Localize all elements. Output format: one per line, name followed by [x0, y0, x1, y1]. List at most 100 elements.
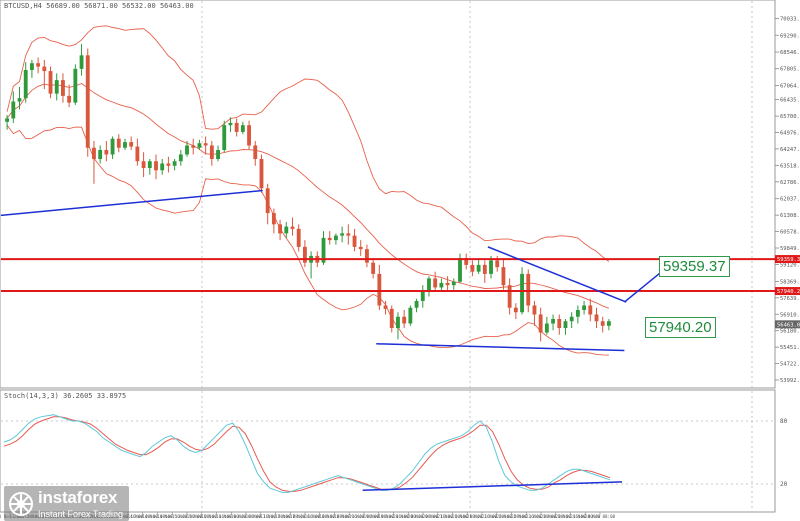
candle-body — [383, 305, 388, 309]
candle-body — [160, 163, 165, 171]
candle — [327, 231, 332, 245]
candle — [333, 233, 338, 245]
candle — [48, 66, 53, 99]
candle-body — [544, 323, 549, 333]
candle-body — [600, 321, 605, 326]
candle-body — [588, 305, 593, 315]
candle — [160, 158, 165, 175]
time-tick-label: 22 Nov 16:00 — [511, 514, 542, 519]
candle-body — [433, 278, 438, 288]
time-tick-label: 21 Nov 00:00 — [437, 514, 468, 519]
candle — [116, 134, 121, 153]
candle-body — [222, 125, 227, 150]
candle-body — [513, 307, 518, 313]
candle-body — [147, 161, 152, 169]
candle — [606, 318, 611, 331]
candle — [414, 298, 419, 313]
candle — [358, 240, 363, 256]
candle-body — [54, 80, 59, 94]
time-tick-label: 18 Nov 08:00 — [319, 514, 350, 519]
time-tick-label: 24 Nov 08:00 — [585, 514, 616, 519]
candle — [247, 120, 251, 150]
time-tick-label: 17 Nov 16:00 — [290, 514, 321, 519]
trendlines — [0, 189, 663, 352]
time-tick-label: 24 Nov 00:00 — [570, 514, 601, 519]
candle — [141, 152, 146, 178]
candle — [302, 240, 307, 268]
time-tick-label: 14 Nov 08:00 — [142, 514, 173, 519]
candle-body — [185, 145, 189, 155]
candle-body — [296, 228, 301, 247]
time-tick-label: 23 Nov 08:00 — [541, 514, 572, 519]
candle — [29, 59, 34, 78]
expected-breakout-arrow — [623, 271, 663, 303]
candle — [240, 121, 245, 135]
candle-body — [11, 101, 16, 119]
candle-body — [551, 318, 555, 324]
candle-body — [321, 237, 326, 263]
price-tick-label: 64247.50 — [780, 147, 800, 153]
candle — [253, 140, 258, 166]
candle-body — [458, 258, 462, 282]
price-tag — [775, 320, 800, 329]
candle — [61, 73, 65, 103]
candle-body — [234, 122, 239, 132]
time-tick-label: 20 Nov 16:00 — [423, 514, 454, 519]
candle-body — [396, 316, 400, 329]
candle-body — [594, 314, 599, 322]
candle-body — [73, 68, 78, 103]
candle-body — [135, 146, 140, 162]
candle-body — [259, 158, 264, 189]
candle — [166, 156, 171, 173]
candle — [209, 140, 214, 166]
time-tick-label: 14 Nov 00:00 — [128, 514, 159, 519]
logo-tagline: Instant Forex Trading — [38, 509, 124, 519]
candle-body — [606, 321, 611, 326]
candle-body — [42, 66, 47, 72]
candle — [23, 62, 28, 103]
candle-body — [340, 233, 345, 236]
stochastic-oscillator: 80 20 — [1, 414, 788, 493]
time-tick-label: 21 Nov 16:00 — [467, 514, 498, 519]
stoch-main-line — [3, 414, 611, 493]
candle — [544, 316, 549, 335]
price-tick-label: 55451.00 — [780, 345, 800, 351]
candle-body — [451, 281, 456, 286]
candle — [513, 303, 518, 319]
price-tag — [775, 255, 800, 264]
candle — [507, 278, 512, 315]
time-tick-label: 23 Nov 16:00 — [555, 514, 586, 519]
candle — [290, 217, 295, 236]
candle — [154, 154, 158, 180]
candle-body — [290, 226, 295, 229]
candle-body — [67, 95, 72, 103]
candle-body — [154, 161, 158, 171]
price-tick-label: 67805.80 — [780, 67, 800, 73]
candle-body — [61, 80, 65, 96]
chart-header: BTCUSD,H4 56689.00 56871.00 56532.00 564… — [4, 2, 194, 10]
candle-body — [92, 147, 96, 159]
candle-body — [216, 149, 220, 159]
candle — [396, 312, 400, 340]
price-tick-label: 61308.00 — [780, 213, 800, 219]
time-tick-label: 15 Nov 16:00 — [201, 514, 232, 519]
candle — [172, 158, 177, 171]
time-tick-label: 17 Nov 08:00 — [275, 514, 306, 519]
price-tick-label: 56180.80 — [780, 329, 800, 335]
candle-body — [36, 63, 41, 67]
candle-body — [507, 285, 512, 308]
candle-body — [439, 282, 444, 288]
candle-body — [278, 224, 283, 234]
candle — [36, 57, 41, 74]
stoch-signal-line — [3, 416, 611, 492]
price-tick-label: 54722.20 — [780, 362, 800, 368]
price-tick-label: 59120.00 — [780, 262, 800, 268]
candle — [427, 276, 431, 297]
price-tick-label: 70033.00 — [780, 17, 800, 23]
candle-body — [240, 125, 245, 132]
candle — [129, 136, 134, 150]
candle — [470, 260, 475, 277]
candle — [265, 183, 270, 225]
candle — [383, 300, 388, 315]
